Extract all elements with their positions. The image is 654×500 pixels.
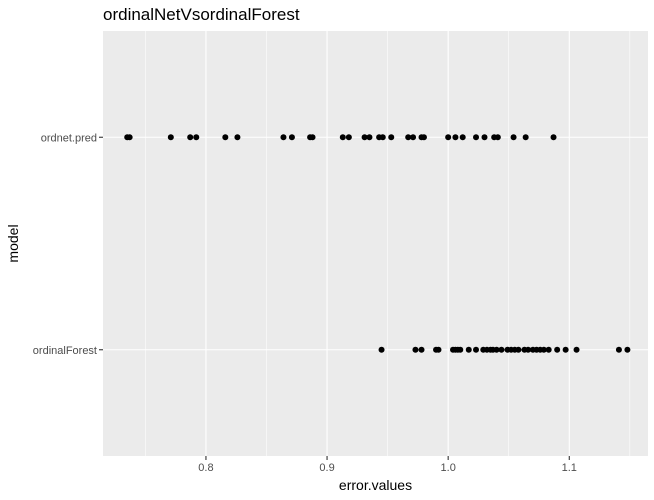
data-point <box>420 134 427 141</box>
data-point <box>545 346 552 353</box>
y-tick-label: ordnet.pred <box>41 132 97 144</box>
data-point <box>412 346 419 353</box>
data-point <box>550 134 557 141</box>
data-point <box>288 134 295 141</box>
data-point <box>361 134 368 141</box>
data-point <box>379 134 386 141</box>
minor-gridlines <box>145 31 631 456</box>
data-point <box>378 346 385 353</box>
data-point <box>366 134 373 141</box>
y-axis-ticks: ordinalForest ordnet.pred <box>33 132 103 357</box>
data-point <box>465 346 472 353</box>
data-point <box>234 134 241 141</box>
data-point <box>410 134 417 141</box>
data-point <box>615 346 622 353</box>
data-points <box>124 134 631 353</box>
data-point <box>345 134 352 141</box>
x-tick-label: 1.1 <box>562 462 577 474</box>
y-axis-title: model <box>5 224 21 262</box>
x-tick-label: 1.0 <box>441 462 456 474</box>
data-point <box>515 346 522 353</box>
data-point <box>167 134 174 141</box>
data-point <box>445 134 452 141</box>
data-point <box>457 346 464 353</box>
data-point <box>573 346 580 353</box>
data-point <box>193 134 200 141</box>
x-tick-label: 0.9 <box>319 462 334 474</box>
data-point <box>562 346 569 353</box>
data-point <box>435 346 442 353</box>
chart-title: ordinalNetVsordinalForest <box>103 5 300 24</box>
data-point <box>554 346 561 353</box>
data-point <box>280 134 287 141</box>
data-point <box>540 346 547 353</box>
data-point <box>405 134 412 141</box>
data-point <box>522 134 529 141</box>
x-axis-title: error.values <box>339 477 412 493</box>
data-point <box>418 346 425 353</box>
data-point <box>481 134 488 141</box>
data-point <box>452 134 459 141</box>
data-point <box>388 134 395 141</box>
data-point <box>339 134 346 141</box>
data-point <box>187 134 194 141</box>
x-tick-label: 0.8 <box>198 462 213 474</box>
data-point <box>624 346 631 353</box>
data-point <box>494 134 501 141</box>
y-tick-label: ordinalForest <box>33 345 97 357</box>
data-point <box>493 346 500 353</box>
data-point <box>126 134 133 141</box>
data-point <box>473 346 480 353</box>
data-point <box>459 134 466 141</box>
data-point <box>309 134 316 141</box>
x-axis-ticks: 0.8 0.9 1.0 1.1 <box>198 456 577 474</box>
plot-background <box>103 31 648 456</box>
data-point <box>525 346 532 353</box>
data-point <box>222 134 229 141</box>
data-point <box>473 134 480 141</box>
data-point <box>498 346 505 353</box>
data-point <box>510 134 517 141</box>
